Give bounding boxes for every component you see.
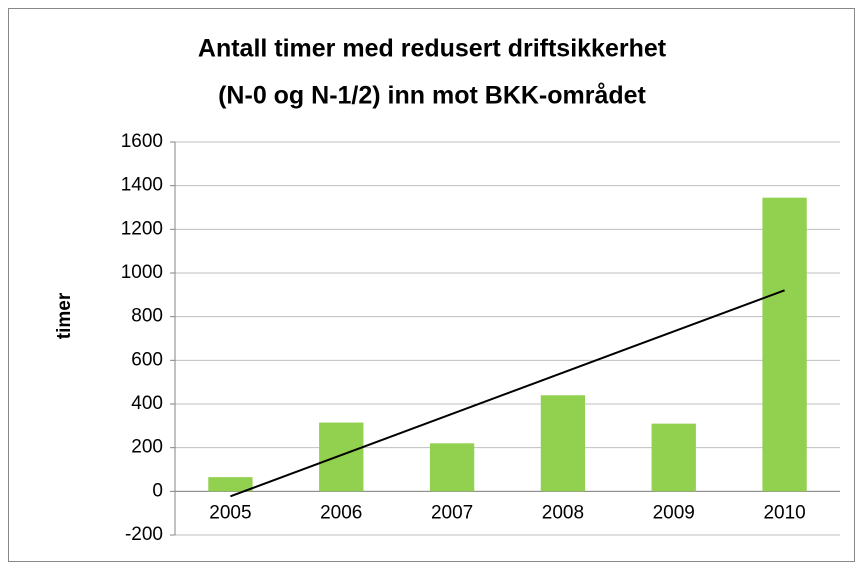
y-tick-label: 600 bbox=[131, 349, 163, 370]
y-tick-label: 1600 bbox=[121, 131, 163, 152]
bar bbox=[319, 422, 364, 492]
chart-title: (N-0 og N-1/2) inn mot BKK-området bbox=[218, 82, 646, 110]
y-tick-label: 0 bbox=[152, 480, 163, 501]
y-tick-label: 1000 bbox=[121, 262, 163, 283]
x-tick-label: 2007 bbox=[431, 502, 473, 523]
x-tick-label: 2009 bbox=[653, 502, 695, 523]
bar bbox=[651, 423, 696, 492]
bar bbox=[762, 197, 807, 492]
trendline bbox=[230, 289, 785, 498]
x-tick-label: 2008 bbox=[542, 502, 584, 523]
x-tick-label: 2006 bbox=[320, 502, 362, 523]
bar bbox=[208, 477, 253, 492]
y-tick-label: 400 bbox=[131, 393, 163, 414]
bar bbox=[429, 443, 475, 492]
y-tick-label: 1200 bbox=[121, 218, 163, 239]
y-tick-label: 800 bbox=[131, 306, 163, 327]
chart-title: Antall timer med redusert driftsikkerhet bbox=[198, 35, 667, 63]
bar bbox=[540, 395, 586, 492]
x-tick-label: 2010 bbox=[763, 502, 805, 523]
y-tick-label: -200 bbox=[125, 524, 163, 545]
y-tick-label: 1400 bbox=[121, 175, 163, 196]
x-tick-label: 2005 bbox=[209, 502, 251, 523]
y-tick-label: 200 bbox=[131, 437, 163, 458]
y-axis-label: timer bbox=[54, 292, 75, 339]
